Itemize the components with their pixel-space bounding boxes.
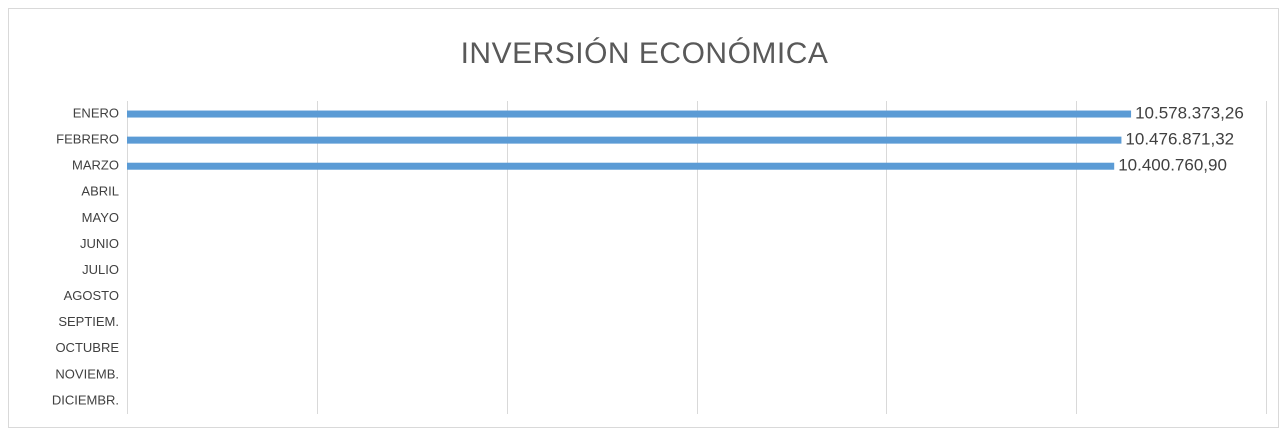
category-label: NOVIEMB.	[55, 366, 119, 381]
category-label: DICIEMBR.	[52, 392, 119, 407]
category-label: ENERO	[73, 105, 119, 120]
category-label: JUNIO	[80, 236, 119, 251]
category-labels: ENERO FEBRERO MARZO ABRIL MAYO JUNIO JULIO AGOS…	[52, 105, 119, 407]
chart-plot-area: ENERO FEBRERO MARZO ABRIL MAYO JUNIO JULIO AGOS…	[52, 101, 1267, 414]
category-label: JULIO	[82, 262, 119, 277]
category-label: FEBRERO	[56, 132, 119, 147]
gridlines	[127, 101, 1267, 414]
chart-title: INVERSIÓN ECONÓMICA	[460, 37, 829, 70]
bar	[127, 110, 1132, 118]
category-label: MAYO	[82, 210, 119, 225]
data-labels: 10.578.373,26 10.476.871,32 10.400.760,90	[1118, 104, 1244, 175]
category-label: AGOSTO	[64, 288, 119, 303]
bars	[127, 110, 1132, 170]
category-label: OCTUBRE	[55, 340, 119, 355]
data-label: 10.400.760,90	[1118, 156, 1227, 175]
data-label: 10.476.871,32	[1125, 130, 1234, 149]
bar	[127, 162, 1115, 170]
chart-container: INVERSIÓN ECONÓMICA ENERO FEBRERO MARZO ABR…	[8, 8, 1279, 428]
category-label: ABRIL	[81, 184, 119, 199]
category-label: SEPTIEM.	[58, 314, 119, 329]
bar	[127, 136, 1122, 144]
data-label: 10.578.373,26	[1135, 104, 1244, 123]
category-label: MARZO	[72, 158, 119, 173]
